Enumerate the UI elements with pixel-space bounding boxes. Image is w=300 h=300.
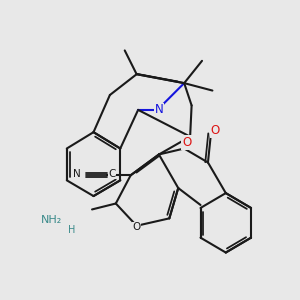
Text: O: O <box>211 124 220 137</box>
Text: C: C <box>108 169 116 179</box>
Text: NH₂: NH₂ <box>41 215 62 225</box>
Text: H: H <box>68 225 76 235</box>
Text: N: N <box>73 169 81 179</box>
Text: N: N <box>154 103 163 116</box>
Text: O: O <box>133 222 141 232</box>
Text: O: O <box>182 136 191 149</box>
